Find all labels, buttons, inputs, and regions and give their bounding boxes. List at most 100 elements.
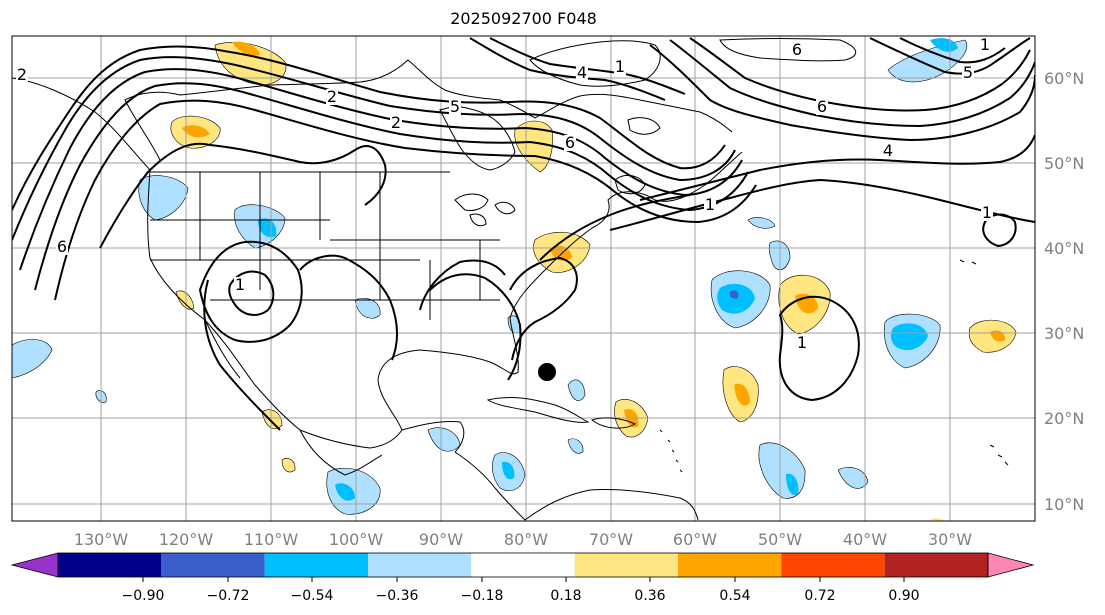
contour-label-bg: [981, 205, 993, 221]
colorbar-segment: [781, 553, 885, 577]
colorbar-tick-label: 0.18: [550, 588, 581, 604]
atlantic-islands: [959, 259, 1009, 466]
contour-label-bg: [614, 59, 626, 75]
colorbar-segment: [58, 553, 162, 577]
contour-line: [19, 68, 743, 271]
contour-label-bg: [16, 67, 28, 83]
colorbar-segment: [471, 553, 575, 577]
lon-tick-label: 110°W: [244, 530, 299, 549]
map-title: 2025092700 F048: [450, 9, 597, 28]
shade-negative: [567, 438, 584, 454]
contour-lines: [12, 37, 1035, 431]
longitude-labels: 130°W 120°W 110°W 100°W 90°W 80°W 70°W 60°W 50°W…: [74, 530, 972, 549]
storm-position-dot: [538, 363, 556, 381]
contour-line: [509, 256, 578, 361]
south-america-coast: [524, 488, 699, 521]
contour-line: [54, 99, 757, 301]
contour-label-bg: [326, 89, 338, 105]
contour-label: 2: [327, 87, 337, 106]
map-frame: [11, 35, 1036, 522]
greenland-north: [719, 38, 857, 62]
contour-label-bg: [56, 239, 68, 255]
shade-negative: [326, 467, 381, 515]
lat-tick-label: 10°N: [1044, 495, 1084, 514]
colorbar-segment: [368, 553, 472, 577]
colorbar-extend-max: [987, 552, 1035, 578]
shade-positive: [734, 383, 750, 406]
colorbar-segment: [884, 553, 988, 577]
colorbar-tick-label: 0.36: [634, 588, 665, 604]
shade-negative: [354, 298, 381, 319]
contour-label: 1: [982, 203, 992, 222]
shade-negative: [258, 218, 277, 238]
shade-negative: [837, 467, 869, 489]
contour-line: [198, 240, 303, 343]
shade-negative: [747, 217, 776, 229]
contour-line: [539, 194, 691, 261]
shade-negative: [729, 290, 739, 299]
lat-tick-label: 30°N: [1044, 324, 1084, 343]
anomaly-shading: [12, 38, 1017, 521]
great-lakes: [454, 193, 516, 227]
lon-tick-label: 120°W: [159, 530, 214, 549]
contour-label-group: 625646215641611112: [16, 35, 993, 352]
shade-positive: [182, 125, 210, 138]
shade-negative: [138, 175, 189, 221]
contour-label: 1: [235, 275, 245, 294]
central-america: [454, 451, 526, 521]
latitude-labels: 60°N 50°N 40°N 30°N 20°N 10°N: [1044, 69, 1084, 514]
colorbar-tick-label: −0.18: [461, 588, 504, 604]
contour-label-bg: [564, 135, 576, 151]
hudson-bay-coast: [439, 105, 516, 171]
colorbar-segment: [264, 553, 368, 577]
contour-line: [299, 254, 398, 361]
lat-tick-label: 50°N: [1044, 154, 1084, 173]
contour-line: [12, 56, 736, 241]
contour-label: 6: [817, 97, 827, 116]
lon-tick-label: 40°W: [843, 530, 887, 549]
shade-positive: [232, 41, 260, 56]
contour-line: [429, 273, 522, 381]
colorbar-segment: [678, 553, 782, 577]
colorbar-tick-label: 0.90: [888, 588, 919, 604]
shade-negative: [717, 283, 755, 314]
colorbar-tick-label: −0.90: [122, 588, 165, 604]
contour-line: [982, 213, 1017, 248]
contour-line: [899, 37, 1006, 64]
lon-tick-label: 130°W: [74, 530, 129, 549]
contour-label-bg: [234, 277, 246, 293]
shade-positive: [281, 458, 296, 473]
contour-line: [99, 142, 387, 249]
mexico-coast: [204, 319, 465, 476]
contour-label: 6: [792, 40, 802, 59]
contour-label: 5: [450, 97, 460, 116]
colorbar-tick-label: −0.72: [207, 588, 250, 604]
colorbar-labels: −0.90 −0.72 −0.54 −0.36 −0.18 0.18 0.36 0.54 0.7…: [122, 577, 920, 604]
shade-negative: [335, 483, 355, 501]
shade-negative: [786, 473, 799, 496]
contour-label: 1: [980, 35, 990, 54]
colorbar-segment: [574, 553, 678, 577]
contour-label-bg: [796, 335, 808, 351]
greenland: [529, 40, 661, 87]
colorbar-segment: [161, 553, 265, 577]
contour-line: [12, 45, 726, 211]
contour-line: [669, 39, 1035, 128]
newfoundland: [614, 174, 646, 195]
lon-tick-label: 70°W: [589, 530, 633, 549]
shade-positive: [175, 290, 195, 310]
canada-arctic-coast: [124, 59, 733, 161]
shade-positive: [930, 518, 944, 521]
contour-line: [778, 295, 860, 402]
contour-label-bg: [449, 99, 461, 115]
contour-label-bg: [816, 99, 828, 115]
contour-label: 6: [565, 133, 575, 152]
contour-label-bg: [390, 115, 402, 131]
shade-negative: [12, 339, 53, 379]
lon-tick-label: 30°W: [928, 530, 972, 549]
hispaniola: [590, 417, 637, 429]
contour-label-bg: [704, 197, 716, 213]
lon-tick-label: 50°W: [758, 530, 802, 549]
colorbar-outline: [57, 552, 989, 578]
